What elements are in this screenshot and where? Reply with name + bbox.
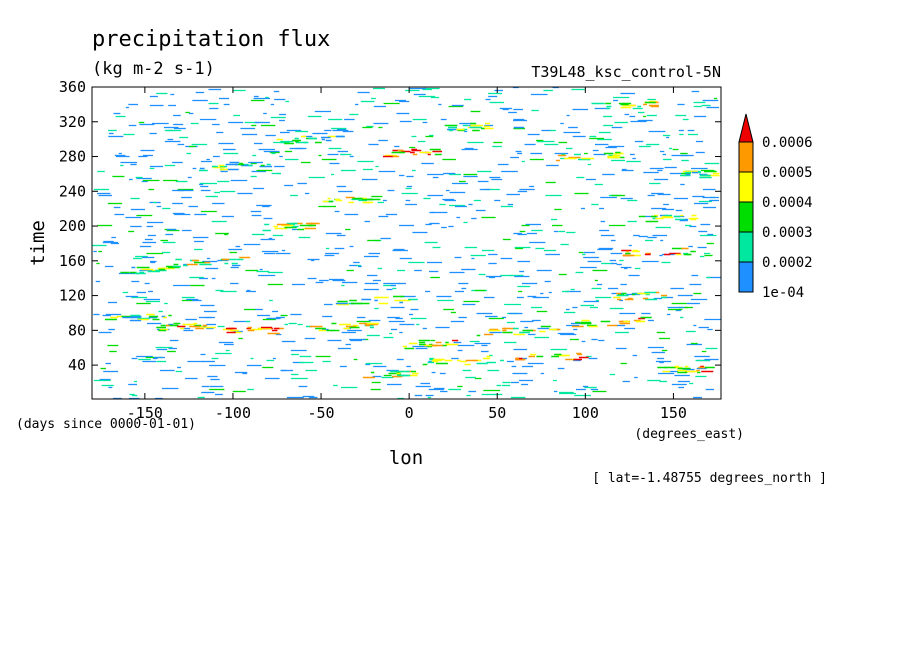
- x-axis-label: lon: [389, 447, 423, 469]
- colorbar-label: 0.0006: [762, 135, 813, 151]
- colorbar: 1e-04 0.0002 0.0003 0.0004 0.0005 0.0006: [738, 113, 813, 301]
- x-tick-label: -100: [215, 404, 251, 422]
- x-tick-label: 100: [572, 404, 599, 422]
- y-axis-label: time: [27, 220, 49, 266]
- colorbar-label: 0.0004: [762, 195, 813, 211]
- x-tick-label: -150: [127, 404, 163, 422]
- colorbar-segment: [738, 171, 754, 203]
- x-axis-units: (degrees_east): [634, 427, 744, 442]
- x-tick-label: 150: [660, 404, 687, 422]
- y-tick-label: 200: [59, 217, 86, 235]
- y-tick-label: 360: [59, 78, 86, 96]
- subset-label: [ lat=-1.48755 degrees_north ]: [592, 471, 827, 486]
- y-tick-label: 40: [68, 356, 86, 374]
- y-tick-label: 280: [59, 148, 86, 166]
- colorbar-segment: [738, 201, 754, 233]
- x-tick-label: 0: [405, 404, 414, 422]
- colorbar-segment: [738, 231, 754, 263]
- colorbar-label: 0.0002: [762, 255, 813, 271]
- y-tick-label: 160: [59, 252, 86, 270]
- colorbar-segment: [738, 141, 754, 173]
- y-tick-label: 120: [59, 287, 86, 305]
- y-axis-units: (days since 0000-01-01): [16, 417, 196, 432]
- dataset-label: T39L48_ksc_control-5N: [531, 63, 721, 81]
- colorbar-label: 0.0005: [762, 165, 813, 181]
- chart-title: precipitation flux: [92, 27, 330, 52]
- precipitation-field: [92, 86, 721, 400]
- y-tick-label: 320: [59, 113, 86, 131]
- colorbar-label: 1e-04: [762, 285, 804, 301]
- colorbar-segment: [738, 261, 754, 293]
- colorbar-extend-arrow: [738, 113, 754, 143]
- y-tick-label: 80: [68, 321, 86, 339]
- y-tick-label: 240: [59, 182, 86, 200]
- chart-units: (kg m-2 s-1): [92, 59, 215, 79]
- x-tick-label: -50: [308, 404, 335, 422]
- axes: -150 -100 -50 0 50 100 150 40 80 120 160 200 240 280 3…: [59, 78, 721, 422]
- x-tick-label: 50: [488, 404, 506, 422]
- plot-frame: [91, 86, 722, 400]
- colorbar-label: 0.0003: [762, 225, 813, 241]
